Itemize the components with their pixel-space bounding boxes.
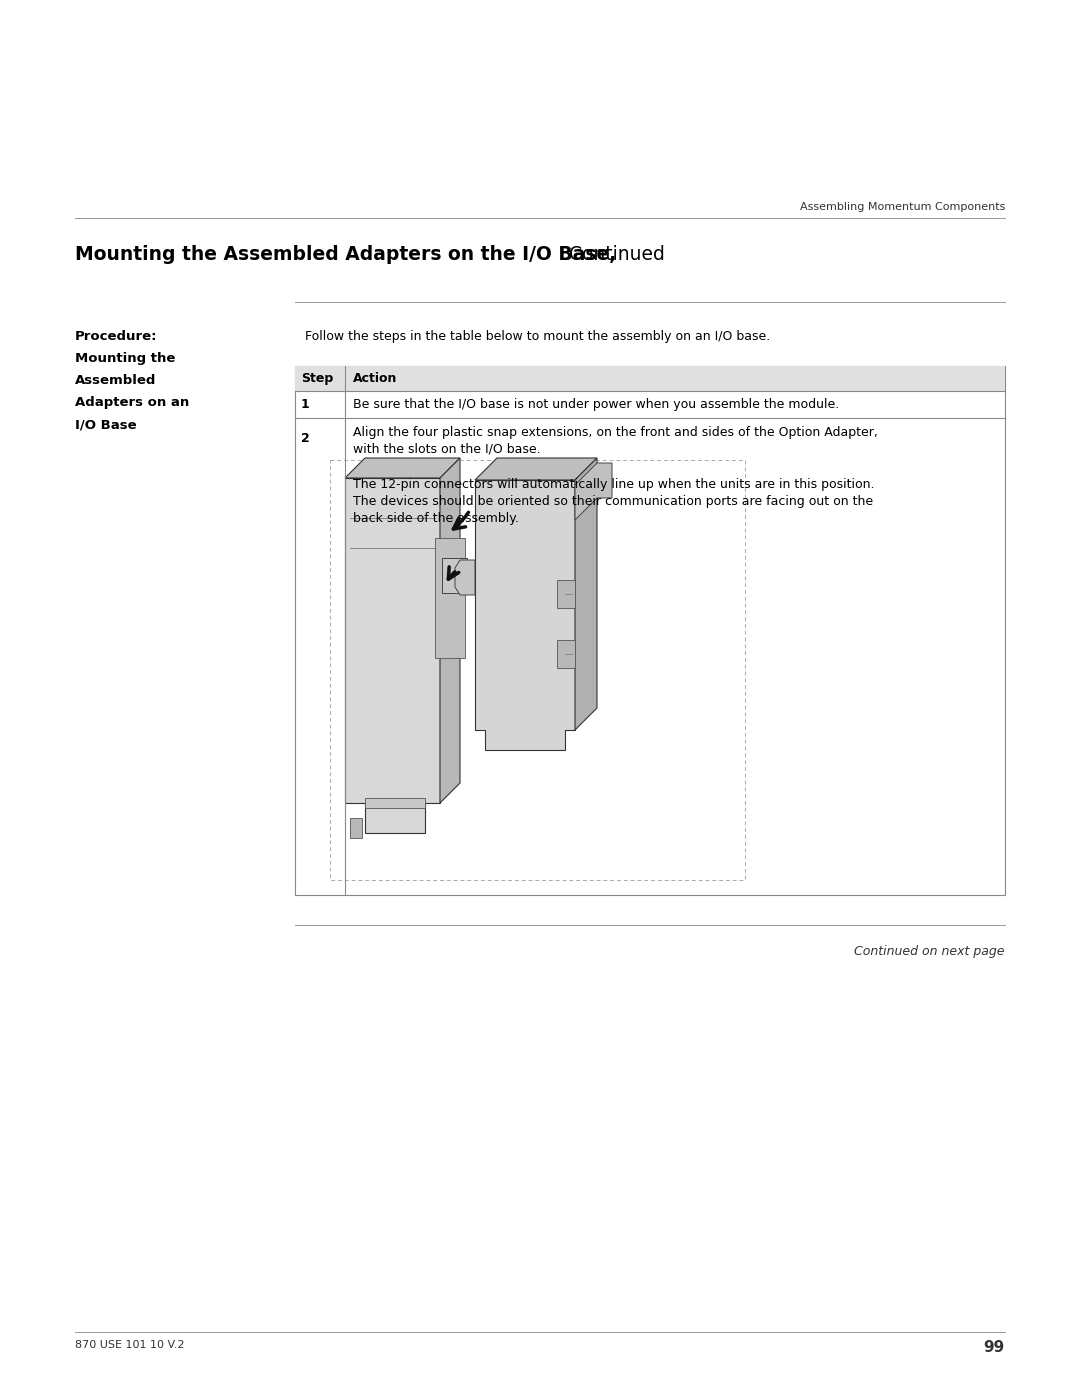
Text: Mounting the: Mounting the xyxy=(75,352,175,365)
Text: Assembling Momentum Components: Assembling Momentum Components xyxy=(799,203,1005,212)
Text: 99: 99 xyxy=(984,1340,1005,1355)
Text: Procedure:: Procedure: xyxy=(75,330,158,344)
Bar xyxy=(295,366,1005,895)
Polygon shape xyxy=(440,458,460,803)
Text: 2: 2 xyxy=(301,432,310,446)
Text: Adapters on an: Adapters on an xyxy=(75,395,189,409)
Polygon shape xyxy=(575,458,597,731)
Text: 1: 1 xyxy=(301,398,310,411)
Polygon shape xyxy=(475,458,597,481)
Text: Continued: Continued xyxy=(563,244,665,264)
Polygon shape xyxy=(455,560,475,595)
Bar xyxy=(435,538,465,658)
Bar xyxy=(557,580,575,608)
Polygon shape xyxy=(475,481,575,750)
Text: Follow the steps in the table below to mount the assembly on an I/O base.: Follow the steps in the table below to m… xyxy=(305,330,770,344)
Bar xyxy=(350,819,362,838)
Text: The 12-pin connectors will automatically line up when the units are in this posi: The 12-pin connectors will automatically… xyxy=(353,478,875,525)
Bar xyxy=(330,460,745,880)
Text: Action: Action xyxy=(353,372,397,386)
Text: Continued on next page: Continued on next page xyxy=(854,944,1005,958)
Bar xyxy=(557,640,575,668)
Text: Assembled: Assembled xyxy=(75,374,157,387)
Text: Mounting the Assembled Adapters on the I/O Base,: Mounting the Assembled Adapters on the I… xyxy=(75,244,617,264)
Bar xyxy=(365,798,426,807)
Text: Align the four plastic snap extensions, on the front and sides of the Option Ada: Align the four plastic snap extensions, … xyxy=(353,426,878,455)
Text: 870 USE 101 10 V.2: 870 USE 101 10 V.2 xyxy=(75,1340,185,1350)
Polygon shape xyxy=(345,458,460,478)
Text: I/O Base: I/O Base xyxy=(75,418,137,432)
Text: Step: Step xyxy=(301,372,334,386)
Bar xyxy=(295,366,1005,391)
Text: Be sure that the I/O base is not under power when you assemble the module.: Be sure that the I/O base is not under p… xyxy=(353,398,839,411)
Bar xyxy=(442,557,467,592)
Polygon shape xyxy=(345,478,440,833)
Polygon shape xyxy=(575,462,612,520)
